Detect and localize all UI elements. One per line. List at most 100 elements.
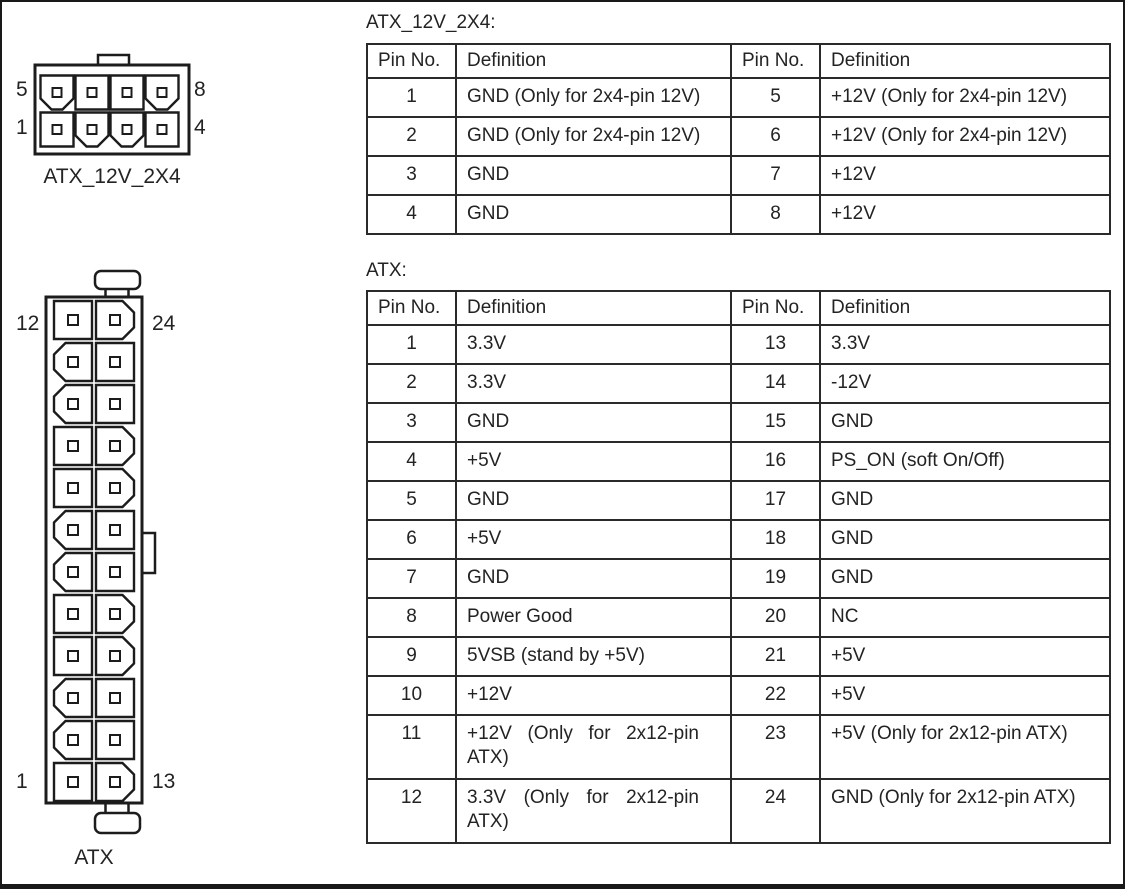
table-row: 11 +12V (Only for 2x12-pin ATX) 23 +5V (Onl… — [366, 714, 1111, 780]
pin-number-cell: 11 — [366, 714, 457, 780]
definition-cell: GND — [455, 194, 732, 235]
pin-contact — [109, 356, 121, 368]
definition-cell: +5V — [455, 441, 732, 482]
definition-cell: 3.3V (Only for 2x12-pin ATX) — [455, 778, 732, 844]
column-header: Definition — [819, 290, 1111, 326]
definition-cell: +5V — [819, 636, 1111, 677]
definition-cell: GND — [819, 480, 1111, 521]
definition-cell: 3.3V — [455, 324, 732, 365]
pin-contact — [67, 776, 79, 788]
pin-contact — [67, 608, 79, 620]
pin-number-cell: 5 — [366, 480, 457, 521]
column-header: Pin No. — [366, 43, 457, 79]
pin-contact — [121, 124, 133, 135]
latch-tab-bottom — [93, 811, 142, 835]
pin-contact — [86, 124, 98, 135]
pin-contact — [109, 398, 121, 410]
atx-pinout-table: Pin No. Definition Pin No. Definition 1 3.3V 1… — [366, 290, 1111, 844]
pin-label-13: 13 — [152, 770, 176, 793]
connector-caption-atx: ATX — [74, 846, 114, 869]
pin-number-cell: 8 — [730, 194, 821, 235]
definition-cell: +5V — [819, 675, 1111, 716]
definition-cell: +12V (Only for 2x4-pin 12V) — [819, 116, 1111, 157]
column-header: Definition — [455, 43, 732, 79]
column-header: Definition — [455, 290, 732, 326]
pin-contact — [109, 314, 121, 326]
definition-cell: +12V — [455, 675, 732, 716]
pin-number-cell: 4 — [366, 194, 457, 235]
table-row: 1 3.3V 13 3.3V — [366, 324, 1111, 365]
pin-number-cell: 15 — [730, 402, 821, 443]
pin-contact — [121, 87, 133, 98]
definition-cell: 3.3V — [819, 324, 1111, 365]
pin-number-cell: 1 — [366, 77, 457, 118]
table-row: 4 +5V 16 PS_ON (soft On/Off) — [366, 441, 1111, 482]
pin-number-cell: 6 — [366, 519, 457, 560]
pin-number-cell: 16 — [730, 441, 821, 482]
pin-number-cell: 18 — [730, 519, 821, 560]
pin-contact — [109, 608, 121, 620]
pin-contact — [109, 734, 121, 746]
pin-number-cell: 3 — [366, 402, 457, 443]
pin-label-1: 1 — [16, 116, 28, 139]
definition-cell: GND — [819, 519, 1111, 560]
pin-number-cell: 7 — [730, 155, 821, 196]
pin-contact — [67, 734, 79, 746]
atx-connector-diagram — [44, 269, 157, 835]
definition-cell: GND — [455, 558, 732, 599]
definition-cell: GND — [455, 402, 732, 443]
pin-number-cell: 12 — [366, 778, 457, 844]
pin-contact — [67, 524, 79, 536]
pin-number-cell: 7 — [366, 558, 457, 599]
pin-number-cell: 2 — [366, 116, 457, 157]
definition-cell: +12V (Only for 2x12-pin ATX) — [455, 714, 732, 780]
pin-number-cell: 21 — [730, 636, 821, 677]
table-row: 8 Power Good 20 NC — [366, 597, 1111, 638]
pin-number-cell: 24 — [730, 778, 821, 844]
definition-cell: +5V — [455, 519, 732, 560]
pin-contact — [156, 124, 168, 135]
definition-cell: +12V (Only for 2x4-pin 12V) — [819, 77, 1111, 118]
pin-number-cell: 13 — [730, 324, 821, 365]
pin-contact — [51, 124, 63, 135]
definition-cell: 5VSB (stand by +5V) — [455, 636, 732, 677]
pin-number-cell: 10 — [366, 675, 457, 716]
table-row: 4 GND 8 +12V — [366, 194, 1111, 235]
connector-caption-atx12v: ATX_12V_2X4 — [43, 165, 181, 188]
pin-number-cell: 20 — [730, 597, 821, 638]
definition-cell: GND (Only for 2x4-pin 12V) — [455, 77, 732, 118]
table-row: 2 3.3V 14 -12V — [366, 363, 1111, 404]
column-header: Pin No. — [730, 43, 821, 79]
pin-number-cell: 4 — [366, 441, 457, 482]
pin-number-cell: 6 — [730, 116, 821, 157]
pin-number-cell: 2 — [366, 363, 457, 404]
definition-cell: +12V — [819, 194, 1111, 235]
table-row: 9 5VSB (stand by +5V) 21 +5V — [366, 636, 1111, 677]
pin-label-5: 5 — [16, 78, 28, 101]
pin-label-12: 12 — [16, 312, 40, 335]
pin-contact — [109, 482, 121, 494]
table-row: 1 GND (Only for 2x4-pin 12V) 5 +12V (Only f… — [366, 77, 1111, 118]
pin-contact — [156, 87, 168, 98]
pin-contact — [109, 440, 121, 452]
table-row: 10 +12V 22 +5V — [366, 675, 1111, 716]
table-row: 2 GND (Only for 2x4-pin 12V) 6 +12V (Only f… — [366, 116, 1111, 157]
pin-contact — [109, 524, 121, 536]
pin-contact — [109, 776, 121, 788]
pin-contact — [109, 566, 121, 578]
definition-cell: NC — [819, 597, 1111, 638]
pin-contact — [86, 87, 98, 98]
definition-cell: GND — [819, 558, 1111, 599]
definition-cell: +12V — [819, 155, 1111, 196]
table-row: 3 GND 15 GND — [366, 402, 1111, 443]
definition-cell: -12V — [819, 363, 1111, 404]
table-title-atx12v: ATX_12V_2X4: — [366, 12, 496, 33]
definition-cell: GND (Only for 2x4-pin 12V) — [455, 116, 732, 157]
atx-12v-2x4-connector-diagram — [33, 53, 191, 156]
definition-cell: GND — [819, 402, 1111, 443]
pin-number-cell: 1 — [366, 324, 457, 365]
definition-cell: 3.3V — [455, 363, 732, 404]
pin-number-cell: 19 — [730, 558, 821, 599]
pin-label-24: 24 — [152, 312, 176, 335]
